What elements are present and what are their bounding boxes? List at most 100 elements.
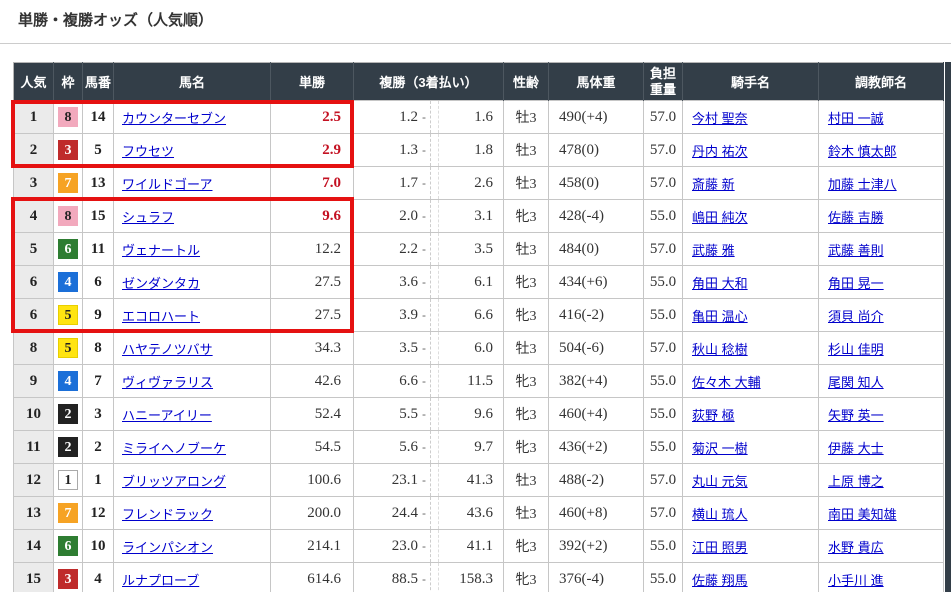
horse-number: 7 [82, 364, 114, 398]
trainer-link[interactable]: 鈴木 慎太郎 [828, 143, 897, 159]
trainer-link[interactable]: 加藤 士津八 [828, 176, 897, 192]
horse-name-link[interactable]: カウンターセブン [122, 110, 227, 126]
horse-name-link[interactable]: ミライヘノブーケ [122, 440, 227, 456]
horse-name-link[interactable]: ルナプローブ [122, 572, 200, 588]
jockey-link[interactable]: 嶋田 純次 [692, 209, 748, 225]
header-jockey: 騎手名 [682, 62, 819, 101]
horse-weight: 392(+2) [548, 529, 644, 563]
trainer-link[interactable]: 武藤 善則 [828, 242, 884, 258]
frame-cell: 6 [53, 232, 83, 266]
horse-name-link[interactable]: ゼンダンタカ [122, 275, 201, 291]
jockey-link[interactable]: 丸山 元気 [692, 473, 748, 489]
table-row: 1 8 14 カウンターセブン 2.5 1.2 - 1.6 牡3 490(+4)… [13, 100, 944, 134]
horse-name-link[interactable]: フレンドラック [122, 506, 214, 522]
horse-name-link[interactable]: ラインパシオン [122, 539, 214, 555]
trainer-cell: 小手川 進 [818, 562, 944, 592]
table-row: 12 1 1 ブリッツアロング 100.6 23.1 - 41.3 牡3 488… [13, 463, 944, 497]
jockey-link[interactable]: 秋山 稔樹 [692, 341, 748, 357]
range-dash: - [422, 209, 426, 223]
trainer-link[interactable]: 水野 貴広 [828, 539, 884, 555]
horse-name-cell: ブリッツアロング [113, 463, 271, 497]
jockey-cell: 江田 照男 [682, 529, 819, 563]
jockey-link[interactable]: 今村 聖奈 [692, 110, 748, 126]
horse-number: 2 [82, 430, 114, 464]
place-odds-range: 3.9 - 6.6 [355, 299, 503, 331]
jockey-link[interactable]: 佐藤 翔馬 [692, 572, 748, 588]
jockey-link[interactable]: 斎藤 新 [692, 176, 735, 192]
horse-name-link[interactable]: ハヤテノツバサ [122, 341, 213, 357]
place-odds-min: 1.2 [399, 108, 418, 125]
win-odds: 200.0 [270, 496, 354, 530]
range-dash: - [422, 374, 426, 388]
trainer-link[interactable]: 矢野 英一 [828, 407, 884, 423]
popularity-rank: 5 [13, 232, 54, 266]
horse-name-link[interactable]: ブリッツアロング [122, 473, 227, 489]
place-odds-cell: 5.5 - 9.6 [353, 397, 504, 431]
sex-age: 牝3 [503, 265, 549, 299]
place-odds-max: 3.5 [474, 240, 493, 257]
trainer-link[interactable]: 杉山 佳明 [828, 341, 884, 357]
place-odds-cell: 3.9 - 6.6 [353, 298, 504, 332]
place-odds-min: 1.3 [399, 141, 418, 158]
frame-cell: 7 [53, 496, 83, 530]
sex-age: 牡3 [503, 496, 549, 530]
horse-weight: 436(+2) [548, 430, 644, 464]
trainer-link[interactable]: 佐藤 吉勝 [828, 209, 884, 225]
jockey-link[interactable]: 菊沢 一樹 [692, 440, 748, 456]
horse-number: 8 [82, 331, 114, 365]
place-odds-range: 1.3 - 1.8 [355, 134, 503, 166]
win-odds: 12.2 [270, 232, 354, 266]
jockey-link[interactable]: 江田 照男 [692, 539, 748, 555]
jockey-link[interactable]: 丹内 祐次 [692, 143, 748, 159]
win-odds: 27.5 [270, 298, 354, 332]
horse-name-link[interactable]: フウセツ [122, 143, 175, 159]
place-odds-max: 6.0 [474, 339, 493, 356]
jockey-link[interactable]: 荻野 極 [692, 407, 735, 423]
odds-table-body: 1 8 14 カウンターセブン 2.5 1.2 - 1.6 牡3 490(+4)… [13, 100, 944, 592]
trainer-link[interactable]: 南田 美知雄 [828, 506, 897, 522]
jockey-link[interactable]: 角田 大和 [692, 275, 748, 291]
horse-name-link[interactable]: エコロハート [122, 308, 201, 324]
horse-name-link[interactable]: ワイルドゴーア [122, 176, 213, 192]
win-odds: 27.5 [270, 265, 354, 299]
place-odds-cell: 1.7 - 2.6 [353, 166, 504, 200]
trainer-link[interactable]: 村田 一誠 [828, 110, 884, 126]
place-odds-min: 5.5 [399, 405, 418, 422]
jockey-link[interactable]: 横山 琉人 [692, 506, 748, 522]
trainer-link[interactable]: 尾関 知人 [828, 374, 884, 390]
place-odds-max: 6.1 [474, 273, 493, 290]
horse-weight: 434(+6) [548, 265, 644, 299]
place-odds-max: 158.3 [459, 570, 493, 587]
horse-name-cell: シュラフ [113, 199, 271, 233]
jockey-link[interactable]: 亀田 温心 [692, 308, 748, 324]
trainer-link[interactable]: 上原 博之 [828, 473, 884, 489]
popularity-rank: 15 [13, 562, 54, 592]
popularity-rank: 6 [13, 298, 54, 332]
horse-name-link[interactable]: ヴェナートル [122, 242, 201, 258]
horse-name-cell: フレンドラック [113, 496, 271, 530]
jockey-cell: 嶋田 純次 [682, 199, 819, 233]
win-odds: 52.4 [270, 397, 354, 431]
frame-cell: 1 [53, 463, 83, 497]
trainer-link[interactable]: 角田 晃一 [828, 275, 884, 291]
horse-number: 14 [82, 100, 114, 134]
horse-weight: 460(+8) [548, 496, 644, 530]
jockey-cell: 丹内 祐次 [682, 133, 819, 167]
popularity-rank: 14 [13, 529, 54, 563]
jockey-link[interactable]: 佐々木 大輔 [692, 374, 761, 390]
win-odds: 42.6 [270, 364, 354, 398]
horse-name-link[interactable]: シュラフ [122, 209, 175, 225]
trainer-cell: 角田 晃一 [818, 265, 944, 299]
horse-name-link[interactable]: ハニーアイリー [122, 407, 212, 423]
jockey-link[interactable]: 武藤 雅 [692, 242, 735, 258]
dashed-divider [430, 200, 439, 232]
jockey-cell: 武藤 雅 [682, 232, 819, 266]
trainer-link[interactable]: 伊藤 大士 [828, 440, 884, 456]
trainer-link[interactable]: 須貝 尚介 [828, 308, 884, 324]
trainer-link[interactable]: 小手川 進 [828, 572, 884, 588]
horse-name-link[interactable]: ヴィヴァラリス [122, 374, 214, 390]
range-dash: - [422, 506, 426, 520]
place-odds-range: 6.6 - 11.5 [355, 365, 503, 397]
range-dash: - [422, 440, 426, 454]
